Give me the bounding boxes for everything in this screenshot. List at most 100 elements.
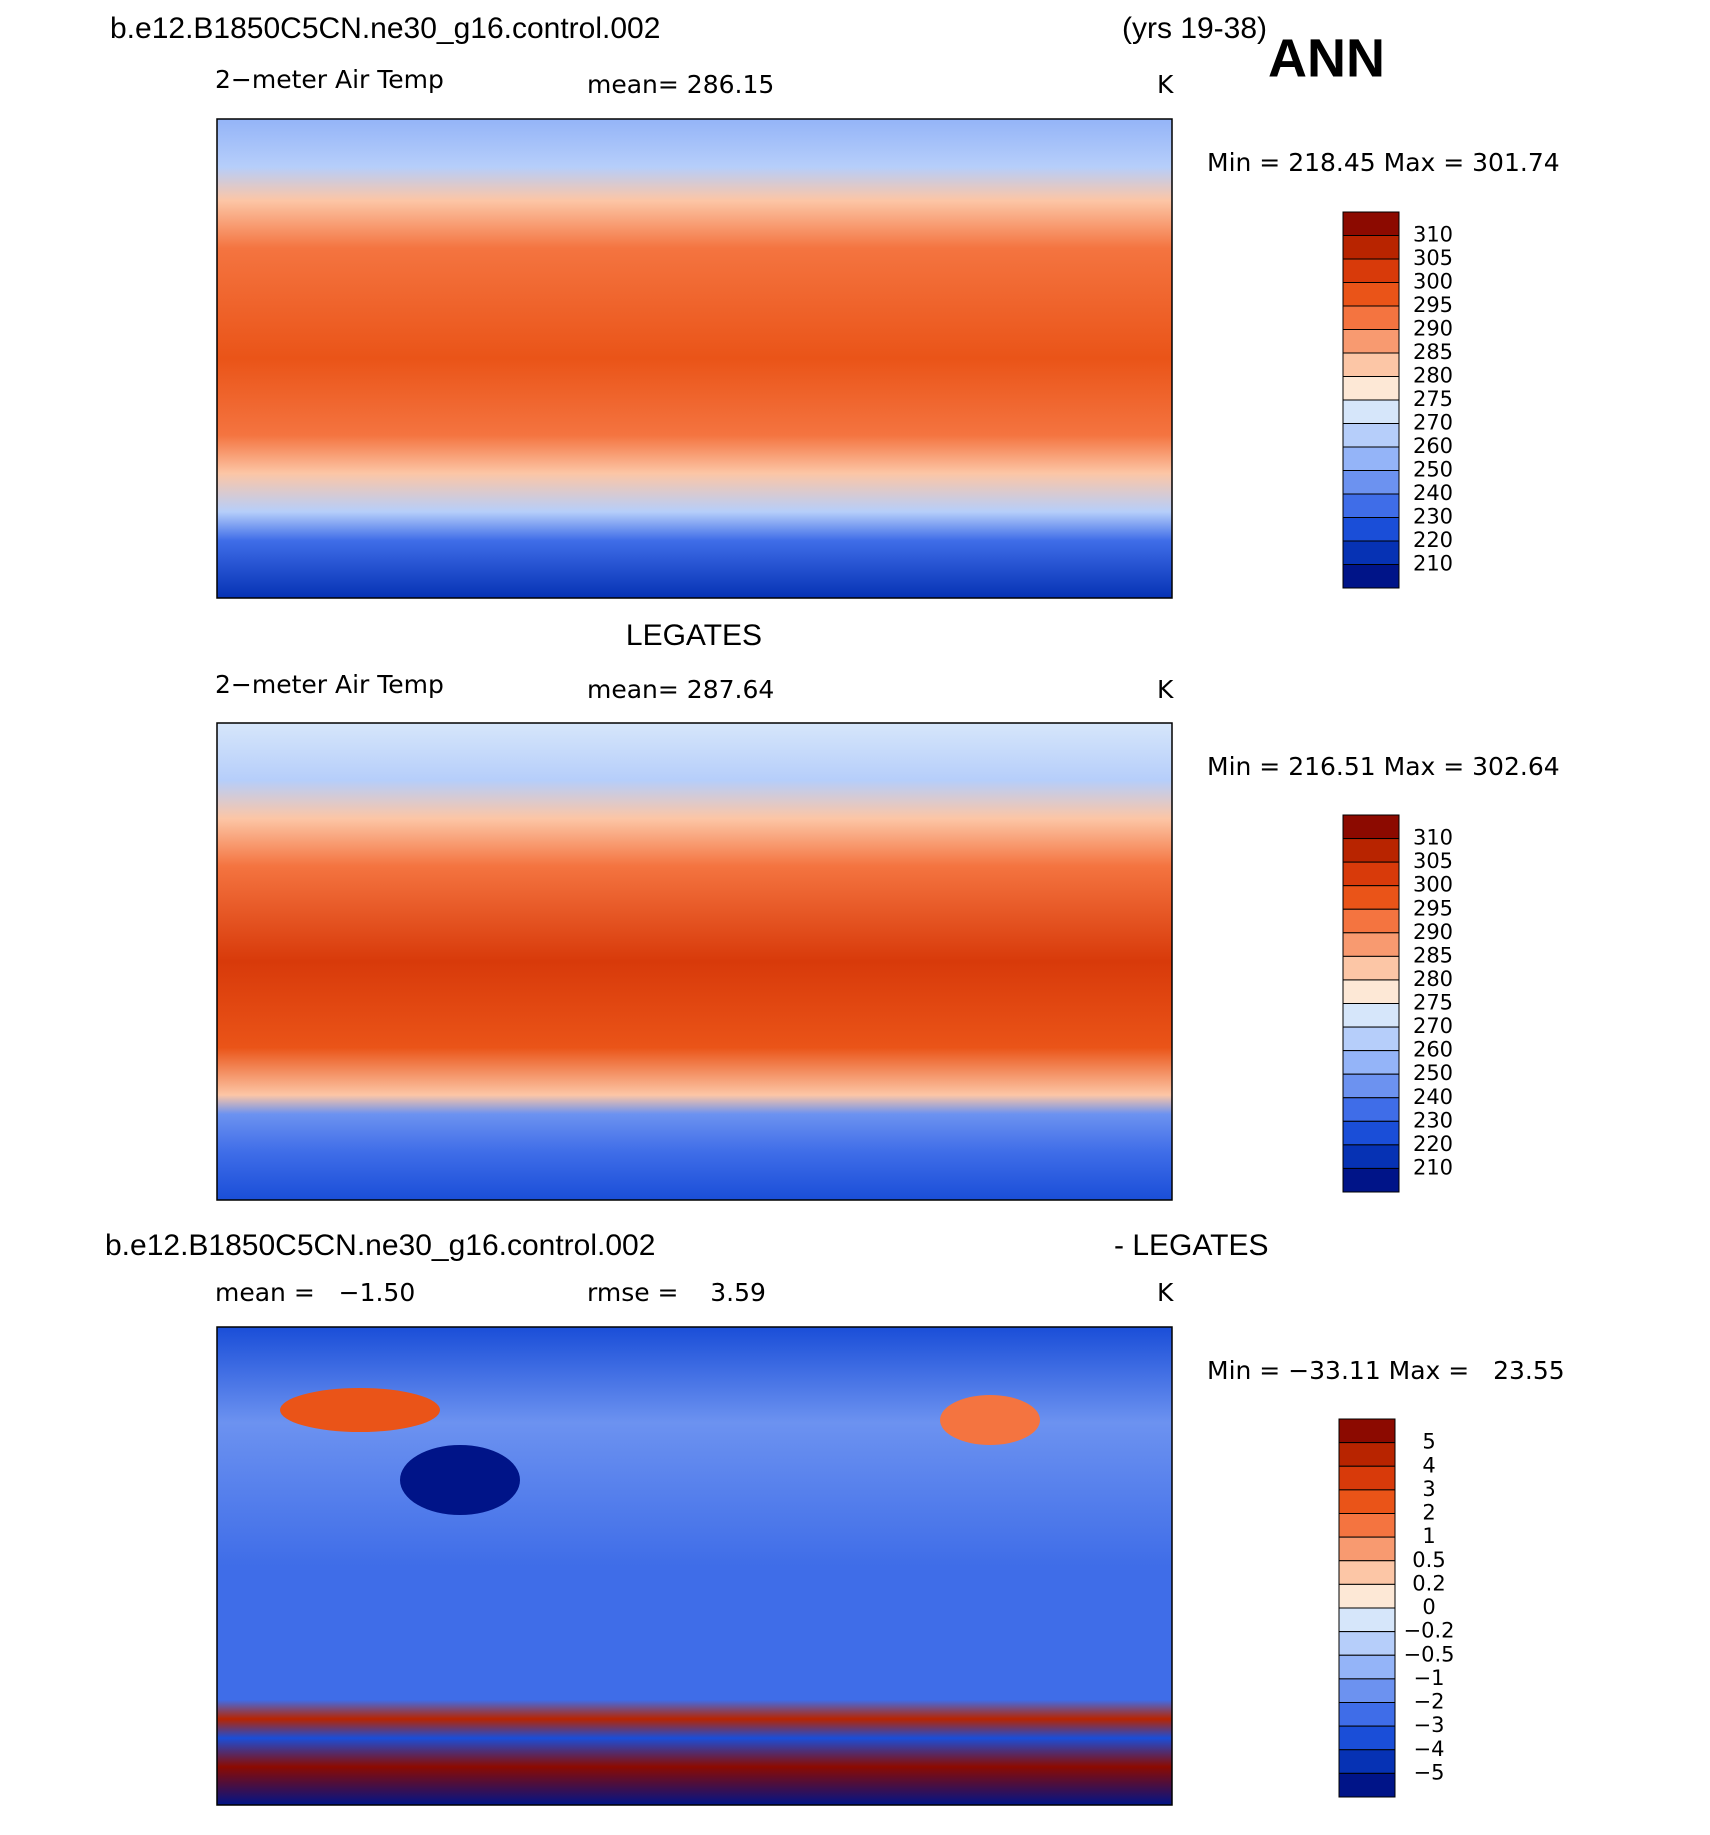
colorbar-label: 0: [1422, 1595, 1435, 1619]
colorbar-box: [1342, 1003, 1400, 1028]
stat: rmse = 3.59: [587, 1278, 766, 1307]
season: ANN: [1268, 28, 1385, 88]
colorbar-box: [1338, 1725, 1396, 1751]
panel-title-right: - LEGATES: [1114, 1229, 1268, 1262]
variable: 2−meter Air Temp: [215, 670, 444, 699]
colorbar-box: [1338, 1465, 1396, 1491]
colorbar-box: [1342, 305, 1400, 330]
colorbar-box: [1338, 1513, 1396, 1538]
colorbar-box: [1338, 1489, 1396, 1514]
colorbar-label: 4: [1422, 1453, 1435, 1477]
panel-title: LEGATES: [626, 619, 762, 652]
colorbar-label: 295: [1413, 293, 1453, 317]
colorbar-label: −5: [1414, 1760, 1445, 1784]
colorbar-box: [1342, 258, 1400, 283]
colorbar-label: 280: [1413, 364, 1453, 388]
colorbar-label: 240: [1413, 1085, 1453, 1109]
colorbar-box: [1342, 979, 1400, 1004]
colorbar-label: 305: [1413, 849, 1453, 873]
colorbar-box: [1338, 1631, 1396, 1656]
colorbar-box: [1342, 399, 1400, 424]
map-feature: [940, 1395, 1040, 1445]
colorbar-label: 260: [1413, 1038, 1453, 1062]
colorbar-box: [1338, 1749, 1396, 1774]
colorbar-box: [1342, 1050, 1400, 1075]
colorbar-box: [1342, 885, 1400, 910]
colorbar-label: 300: [1413, 270, 1453, 294]
units: K: [1157, 675, 1174, 704]
colorbar-box: [1338, 1607, 1396, 1633]
colorbar-box: [1342, 1120, 1400, 1146]
colorbar-label: 250: [1413, 1061, 1453, 1085]
colorbar-box: [1342, 1026, 1400, 1052]
colorbar-box: [1338, 1583, 1396, 1609]
colorbar-label: 240: [1413, 481, 1453, 505]
colorbar-box: [1342, 1144, 1400, 1169]
colorbar-label: 250: [1413, 458, 1453, 482]
units: K: [1157, 1278, 1174, 1307]
colorbar-label: 220: [1413, 1132, 1453, 1156]
colorbar-box: [1342, 235, 1400, 260]
colorbar-label: 220: [1413, 528, 1453, 552]
colorbar-label: −2: [1414, 1690, 1445, 1714]
colorbar-box: [1342, 446, 1400, 471]
range: Min = 218.45 Max = 301.74: [1207, 148, 1560, 177]
colorbar-box: [1342, 955, 1400, 981]
panel-title: b.e12.B1850C5CN.ne30_g16.control.002: [105, 1229, 655, 1262]
colorbar-box: [1342, 932, 1400, 957]
colorbar-label: 210: [1413, 552, 1453, 576]
stat: mean= 287.64: [587, 675, 774, 704]
colorbar-label: 270: [1413, 411, 1453, 435]
colorbar-label: 280: [1413, 967, 1453, 991]
colorbar-label: 230: [1413, 505, 1453, 529]
colorbar-box: [1342, 493, 1400, 518]
colorbar-label: 0.5: [1412, 1548, 1445, 1572]
colorbar-label: −0.5: [1404, 1642, 1455, 1666]
colorbar-box: [1342, 564, 1400, 589]
colorbar-label: −4: [1414, 1737, 1445, 1761]
colorbar-label: 285: [1413, 340, 1453, 364]
colorbar-label: 3: [1422, 1477, 1435, 1501]
colorbar-box: [1342, 352, 1400, 377]
colorbar-label: 295: [1413, 896, 1453, 920]
colorbar-label: 290: [1413, 317, 1453, 341]
map: [216, 118, 1173, 599]
colorbar-box: [1342, 470, 1400, 495]
colorbar-label: 270: [1413, 1014, 1453, 1038]
range: Min = −33.11 Max = 23.55: [1207, 1356, 1565, 1385]
colorbar-box: [1338, 1560, 1396, 1585]
colorbar-box: [1338, 1536, 1396, 1562]
map-feature: [280, 1388, 440, 1432]
units: K: [1157, 70, 1174, 99]
range: Min = 216.51 Max = 302.64: [1207, 752, 1560, 781]
colorbar-label: 305: [1413, 246, 1453, 270]
colorbar-label: 230: [1413, 1108, 1453, 1132]
colorbar-label: 5: [1422, 1430, 1435, 1454]
colorbar-box: [1342, 1073, 1400, 1099]
colorbar-box: [1338, 1702, 1396, 1727]
colorbar-label: −0.2: [1404, 1619, 1455, 1643]
colorbar-box: [1342, 517, 1400, 542]
colorbar-label: −3: [1414, 1713, 1445, 1737]
colorbar-label: 210: [1413, 1155, 1453, 1179]
colorbar-label: 0.2: [1412, 1571, 1445, 1595]
colorbar-box: [1342, 838, 1400, 863]
colorbar-box: [1342, 282, 1400, 307]
colorbar-label: −1: [1414, 1666, 1445, 1690]
case-title: b.e12.B1850C5CN.ne30_g16.control.002: [110, 12, 660, 45]
colorbar-label: 260: [1413, 434, 1453, 458]
colorbar-box: [1342, 376, 1400, 401]
colorbar-box: [1342, 908, 1400, 934]
colorbar-label: 2: [1422, 1501, 1435, 1525]
map-feature: [400, 1445, 520, 1515]
colorbar-box: [1338, 1418, 1396, 1444]
colorbar-label: 1: [1422, 1524, 1435, 1548]
map: [216, 722, 1173, 1201]
colorbar-label: 310: [1413, 826, 1453, 850]
colorbar-label: 275: [1413, 991, 1453, 1015]
colorbar-box: [1338, 1654, 1396, 1680]
stat: mean = −1.50: [215, 1278, 415, 1307]
variable: 2−meter Air Temp: [215, 65, 444, 94]
colorbar-label: 300: [1413, 873, 1453, 897]
stat: mean= 286.15: [587, 70, 774, 99]
